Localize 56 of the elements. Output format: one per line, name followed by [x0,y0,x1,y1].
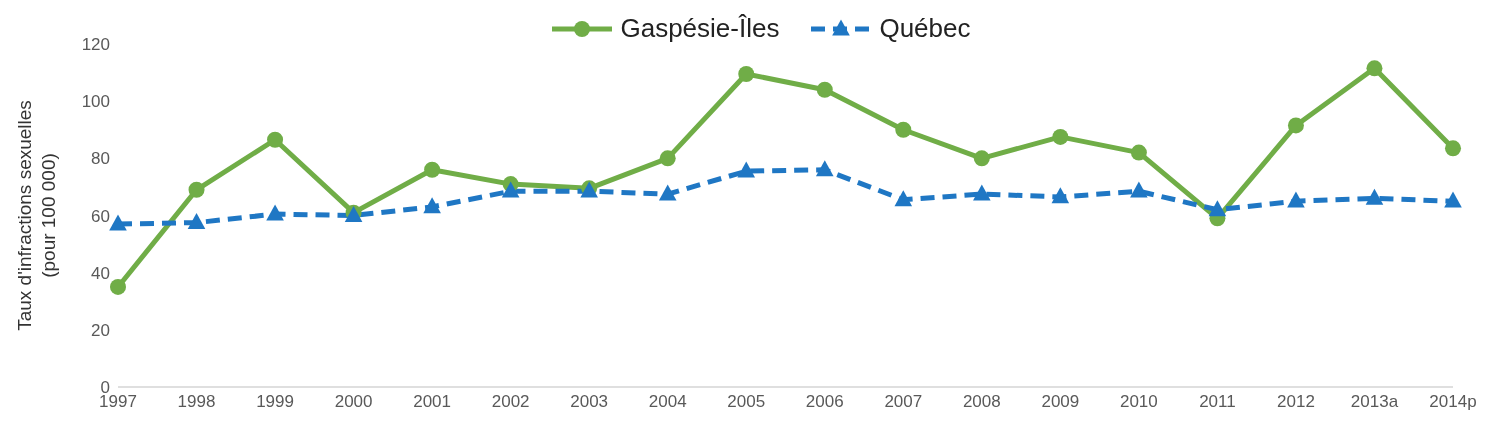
x-tick-label: 2002 [491,392,530,412]
point [1365,188,1384,205]
point [659,150,676,167]
point [423,197,441,214]
point [1051,187,1070,204]
x-tick-label: 1998 [177,392,216,412]
point [187,213,206,230]
point [1366,60,1383,77]
x-tick-label: 2007 [884,392,923,412]
point [894,190,913,207]
point [1287,117,1304,134]
point [501,181,520,198]
point [1130,144,1147,161]
point [973,184,991,201]
point [738,66,755,83]
point [1130,181,1148,198]
x-tick-label: 2004 [648,392,687,412]
y-tick-label: 20 [91,320,110,340]
x-tick-label: 2014p [1429,392,1477,412]
point [1052,128,1069,145]
y-tick-label: 80 [91,149,110,169]
x-tick-label: 2010 [1119,392,1158,412]
x-tick-label: 1999 [256,392,294,412]
point [1445,140,1461,157]
x-tick-label: 2006 [805,392,844,412]
y-tick-label: 100 [81,92,110,112]
legend-label: Québec [879,13,971,44]
y-tick-label: 40 [91,263,110,283]
point [895,121,912,138]
point [266,204,284,221]
legend-label: Gaspésie-Îles [620,13,780,44]
point [973,150,990,167]
x-tick-label: 2005 [727,392,766,412]
x-tick-label: 2013a [1350,392,1399,412]
x-tick-label: 2011 [1199,392,1236,412]
x-tick-label: 2003 [570,392,609,412]
y-axis-title: Taux d'infractions sexuelles (pour 100 000) [14,100,59,331]
point [424,161,441,178]
point [737,161,756,178]
x-tick-label: 2009 [1041,392,1080,412]
point [109,214,127,231]
x-tick-label: 2008 [962,392,1001,412]
point [188,181,205,198]
point [1287,191,1305,208]
point [816,81,833,98]
y-tick-label: 120 [81,35,110,55]
point [815,160,834,177]
y-tick-label: 60 [91,206,110,226]
point [1208,200,1227,217]
point [110,278,126,295]
point [267,131,284,148]
x-tick-label: 2001 [413,392,452,412]
x-tick-label: 2012 [1277,392,1315,412]
x-tick-label: 2000 [334,392,373,412]
point [658,184,677,201]
point [1444,191,1462,208]
